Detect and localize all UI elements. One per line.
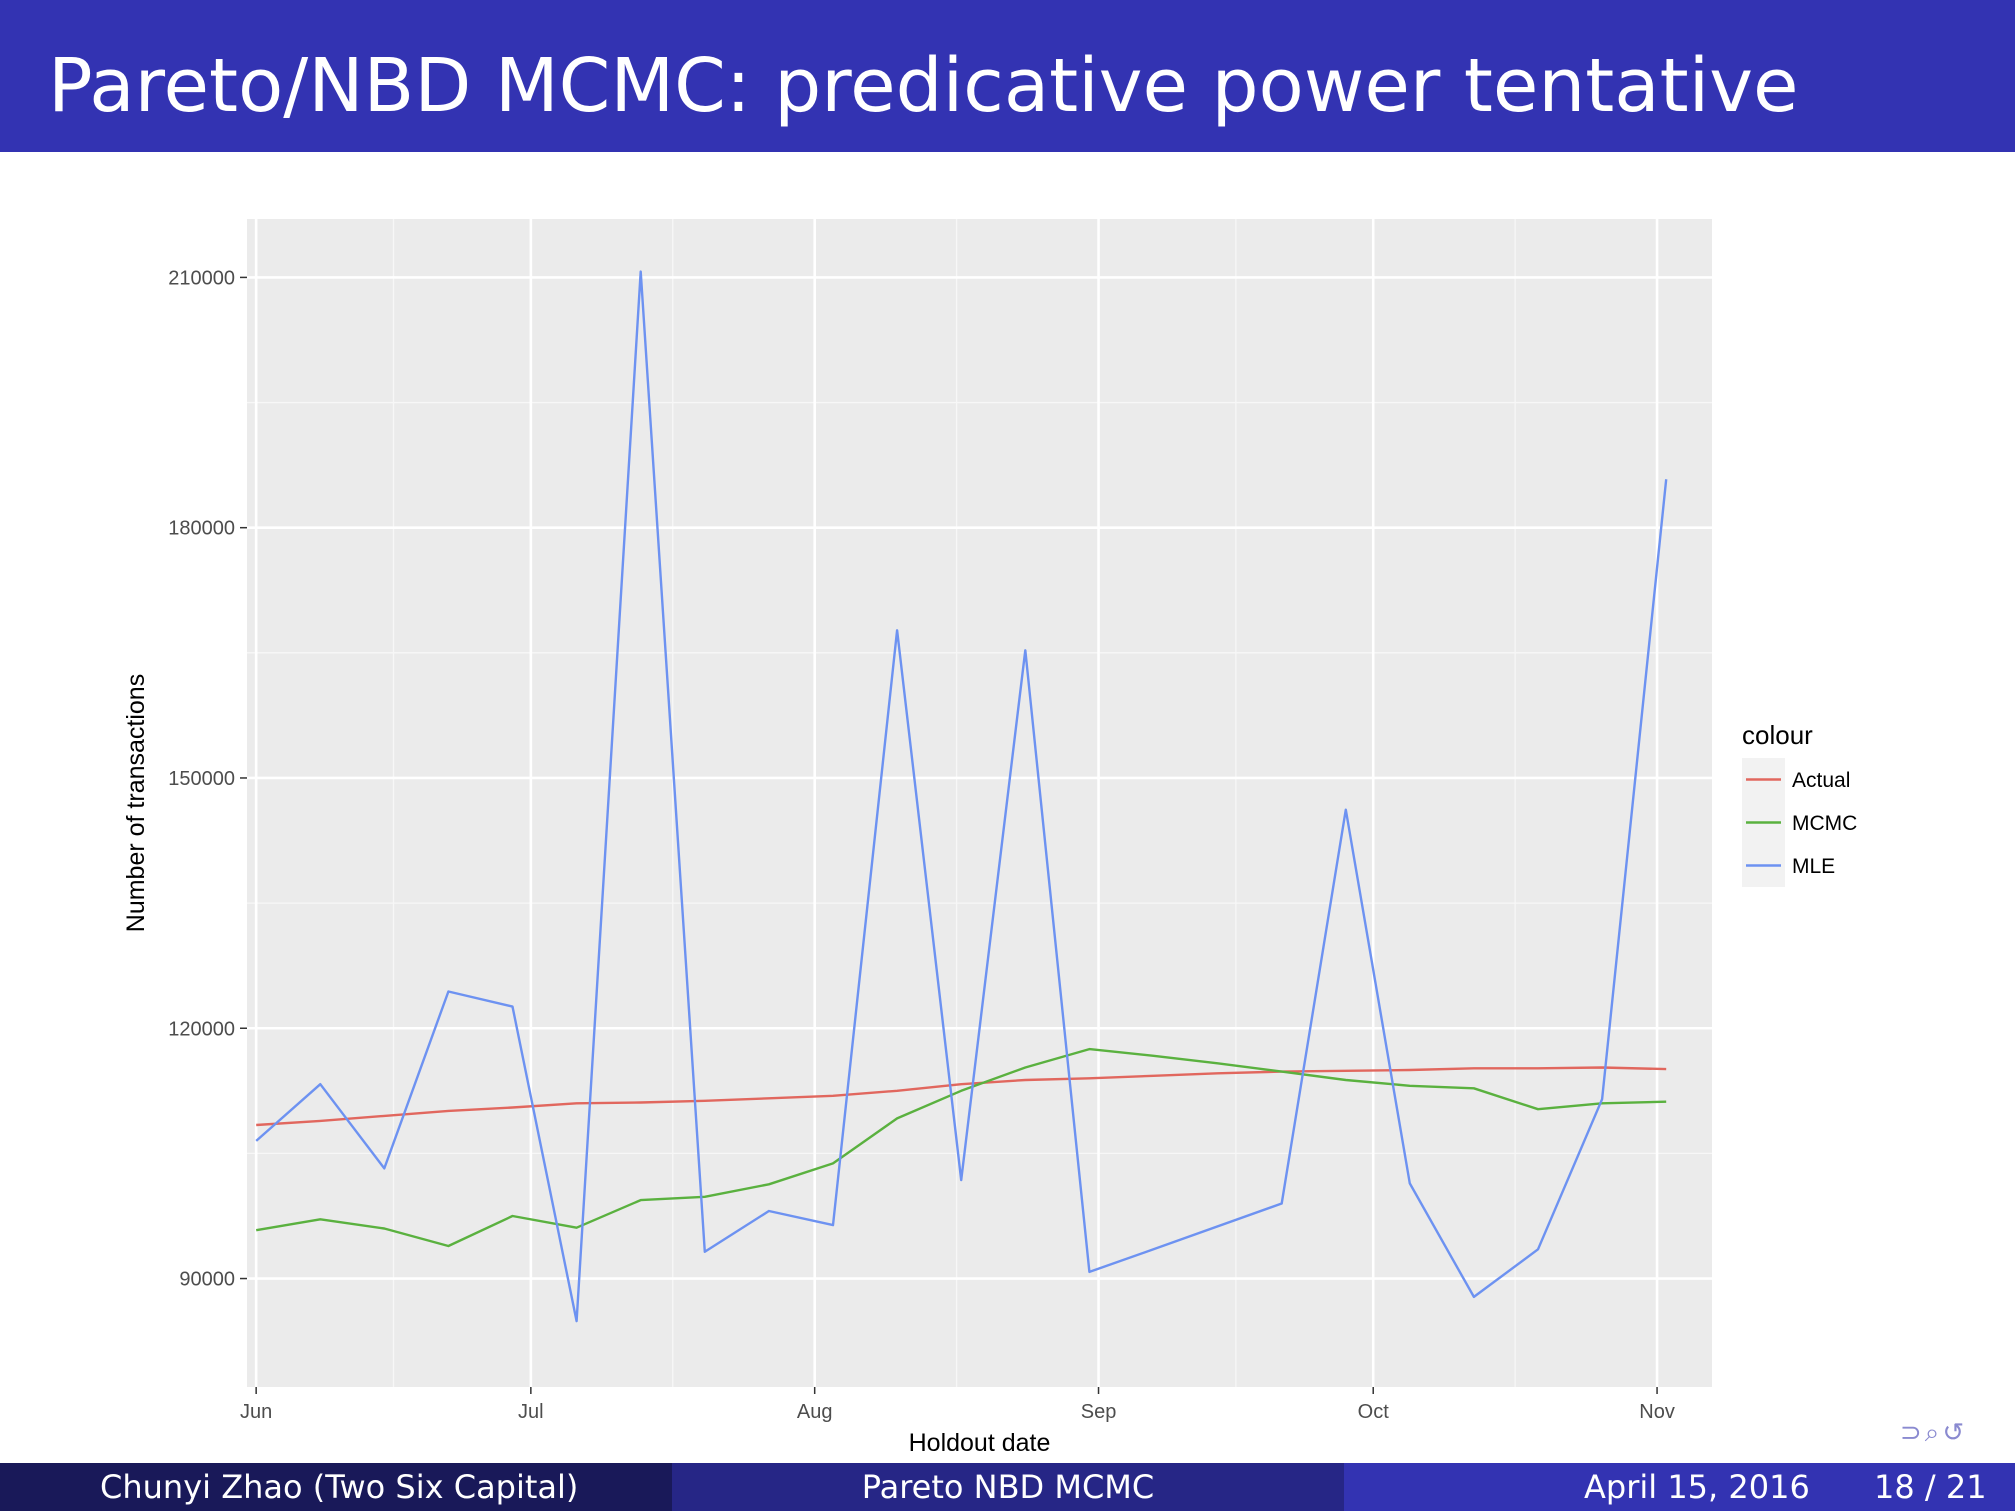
x-tick-label: Sep [1081, 1401, 1117, 1423]
series-lines [255, 270, 1668, 1323]
slide-title-bar: Pareto/NBD MCMC: predicative power tenta… [0, 0, 2015, 152]
x-tick-label: Aug [797, 1401, 833, 1423]
footer-page-number: 18 / 21 [1874, 1468, 1987, 1506]
nav-return-icon[interactable]: ↺ [1942, 1418, 1968, 1448]
series-line-actual [256, 1066, 1667, 1127]
y-axis-title: Number of transactions [122, 674, 150, 932]
slide-title: Pareto/NBD MCMC: predicative power tenta… [48, 43, 1799, 129]
y-tick-label: 120000 [168, 1018, 235, 1040]
x-axis-title: Holdout date [909, 1429, 1051, 1457]
x-tick-label: Jun [240, 1401, 272, 1423]
footer-short-title: Pareto NBD MCMC [861, 1468, 1155, 1506]
footer-date: April 15, 2016 [1584, 1468, 1810, 1506]
footer-date-box: April 15, 2016 18 / 21 [1344, 1463, 2015, 1511]
plot-background [247, 219, 1712, 1387]
y-tick-label: 210000 [168, 267, 235, 289]
nav-prev-icon[interactable]: ⊃ [1900, 1418, 1925, 1448]
x-tick-label: Jul [518, 1401, 544, 1423]
beamer-nav-icons[interactable]: ⊃⌕↺ [1900, 1418, 1967, 1449]
y-tick-label: 180000 [168, 518, 235, 540]
footer-author-box: Chunyi Zhao (Two Six Capital) [0, 1463, 672, 1511]
x-tick-label: Nov [1639, 1401, 1675, 1423]
series-line-mle [255, 270, 1668, 1323]
legend-label: Actual [1792, 769, 1850, 792]
y-tick-label: 90000 [179, 1269, 235, 1291]
footer-title-box: Pareto NBD MCMC [672, 1463, 1344, 1511]
y-tick-label: 150000 [168, 768, 235, 790]
nav-search-icon[interactable]: ⌕ [1924, 1418, 1943, 1448]
line-chart: 90000 120000 150000 180000 210000 Jun Jul Aug Se… [122, 219, 1857, 1457]
legend: colour Actual MCMC MLE [1742, 720, 1857, 887]
plot-panel [247, 219, 1712, 1387]
legend-title: colour [1742, 720, 1813, 750]
footer-author: Chunyi Zhao (Two Six Capital) [100, 1468, 579, 1506]
legend-label: MLE [1792, 855, 1835, 878]
series-line-mcmc [255, 1047, 1667, 1248]
legend-label: MCMC [1792, 812, 1857, 835]
axes: 90000 120000 150000 180000 210000 Jun Jul Aug Se… [122, 267, 1675, 1457]
slide-footer: Chunyi Zhao (Two Six Capital) Pareto NBD… [0, 1463, 2015, 1511]
x-tick-label: Oct [1358, 1401, 1390, 1423]
